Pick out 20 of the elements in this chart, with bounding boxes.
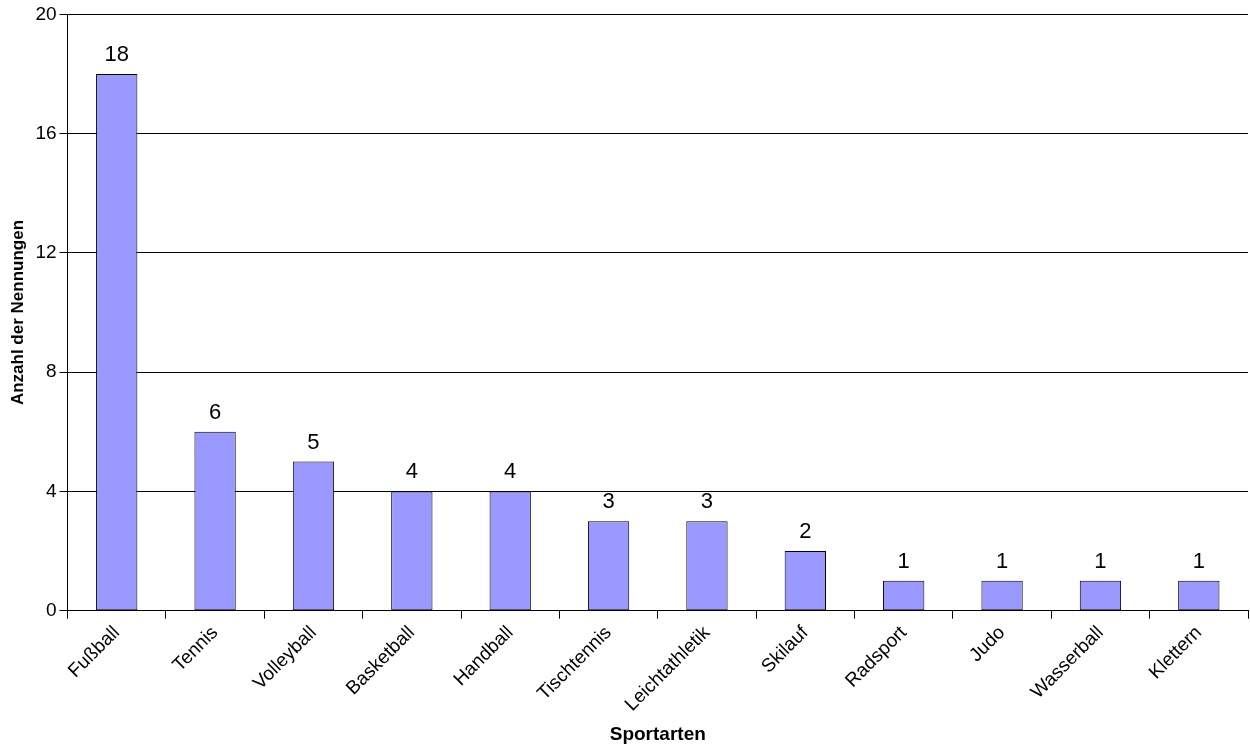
data-label: 1 [1094, 547, 1107, 573]
y-axis-title: Anzahl der Nennungen [7, 219, 27, 406]
y-tick-label: 8 [45, 360, 57, 382]
y-tick-label: 0 [45, 598, 57, 620]
data-label: 6 [208, 398, 222, 424]
y-tick-label: 12 [35, 241, 57, 263]
y-tick-label: 16 [35, 121, 57, 143]
x-axis-title: Sportarten [609, 722, 706, 744]
data-label: 1 [897, 547, 910, 573]
data-label: 18 [104, 41, 129, 67]
data-label: 2 [799, 518, 812, 544]
y-tick-label: 4 [45, 479, 57, 501]
data-label: 4 [405, 458, 418, 484]
data-label: 1 [995, 547, 1009, 573]
data-label: 3 [602, 488, 615, 514]
data-label: 1 [1192, 547, 1205, 573]
y-tick-label: 20 [35, 2, 57, 24]
data-label: 4 [504, 458, 517, 484]
data-label: 5 [307, 428, 320, 454]
data-label: 3 [700, 488, 714, 514]
